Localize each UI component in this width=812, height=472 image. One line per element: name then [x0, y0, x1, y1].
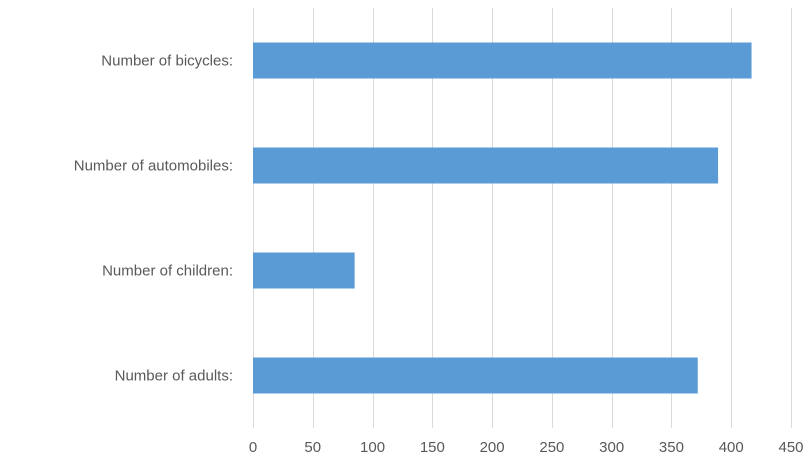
- category-label: Number of automobiles:: [74, 158, 233, 175]
- bar: [253, 357, 698, 394]
- bars: [253, 42, 752, 394]
- category-label: Number of children:: [102, 263, 233, 280]
- x-tick-label: 250: [539, 439, 564, 456]
- x-tick-label: 400: [719, 439, 744, 456]
- x-tick-label: 450: [778, 439, 803, 456]
- x-tick-label: 0: [249, 439, 257, 456]
- bar: [253, 42, 752, 79]
- x-tick-label: 50: [304, 439, 321, 456]
- x-tick-label: 300: [599, 439, 624, 456]
- category-label: Number of adults:: [115, 368, 233, 385]
- category-label: Number of bicycles:: [101, 53, 233, 70]
- x-tick-label: 200: [480, 439, 505, 456]
- x-tick-labels: 0 50 100 150 200 250 300 350 400 450: [249, 439, 804, 456]
- x-tick-label: 100: [360, 439, 385, 456]
- x-tick-label: 350: [659, 439, 684, 456]
- bar: [253, 147, 719, 184]
- x-tick-label: 150: [420, 439, 445, 456]
- bar: [253, 252, 355, 289]
- category-labels: Number of bicycles: Number of automobiles…: [74, 53, 233, 385]
